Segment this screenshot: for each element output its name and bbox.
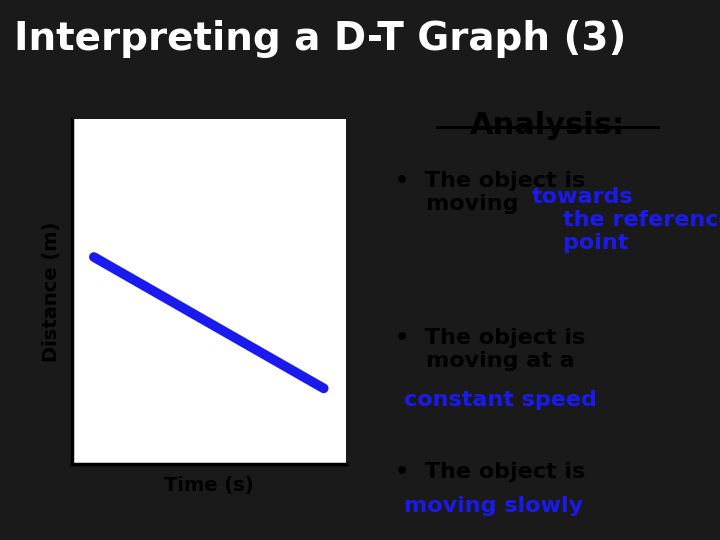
Text: •  The object is: • The object is	[395, 462, 585, 505]
Text: Interpreting a D-T Graph (3): Interpreting a D-T Graph (3)	[14, 20, 627, 58]
Y-axis label: Distance (m): Distance (m)	[42, 221, 61, 362]
Text: •  The object is
    moving at a: • The object is moving at a	[395, 328, 585, 394]
Text: moving slowly: moving slowly	[404, 496, 583, 516]
X-axis label: Time (s): Time (s)	[164, 476, 253, 495]
Text: •  The object is
    moving: • The object is moving	[395, 171, 585, 214]
Text: Analysis:: Analysis:	[469, 111, 625, 140]
Text: constant speed: constant speed	[404, 390, 597, 410]
Text: towards
    the reference
    point: towards the reference point	[531, 187, 720, 253]
